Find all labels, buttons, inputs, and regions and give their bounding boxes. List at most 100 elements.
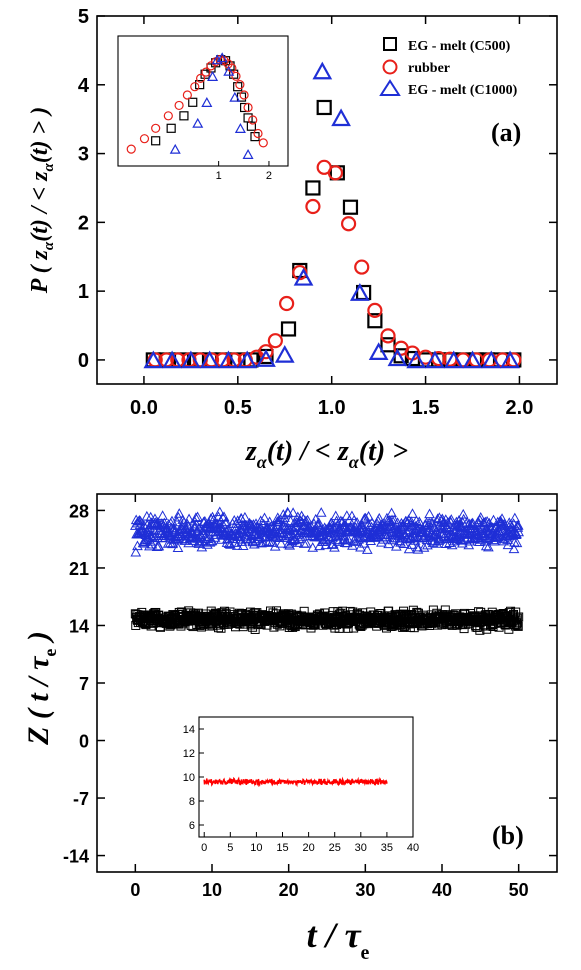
data-point-square xyxy=(240,102,250,113)
data-point-triangle xyxy=(300,537,312,548)
x-tick-label: 20 xyxy=(279,880,299,900)
inset-x-tick-label: 25 xyxy=(329,842,341,854)
data-point-triangle xyxy=(356,525,368,535)
inset-y-tick-label: 14 xyxy=(183,724,195,736)
data-point-triangle xyxy=(207,511,218,522)
data-point-triangle xyxy=(197,528,209,539)
data-point-triangle xyxy=(300,515,312,526)
y-tick-label: 7 xyxy=(79,674,89,694)
data-point-triangle xyxy=(509,512,521,523)
data-point-triangle xyxy=(286,535,298,545)
data-point-triangle xyxy=(307,542,319,552)
data-point-circle xyxy=(248,115,258,125)
data-point-triangle xyxy=(183,513,195,524)
data-point-triangle xyxy=(512,522,524,532)
data-point-triangle xyxy=(342,533,354,544)
legend-label-c1000: EG - melt (C1000) xyxy=(408,83,518,98)
data-point-triangle xyxy=(440,538,452,548)
data-point-triangle xyxy=(462,350,483,369)
data-point-triangle xyxy=(276,526,287,537)
data-point-triangle xyxy=(329,541,340,552)
data-point-triangle xyxy=(481,515,493,526)
data-point-circle xyxy=(367,302,383,318)
panel-a-label: (a) xyxy=(491,118,521,147)
data-point-circle xyxy=(126,144,136,154)
x-tick-label: 40 xyxy=(432,880,452,900)
data-point-triangle xyxy=(153,540,165,551)
data-point-square xyxy=(195,80,205,90)
data-point-triangle xyxy=(205,513,217,523)
data-point-triangle xyxy=(361,544,373,554)
legend-label-rubber: rubber xyxy=(408,61,450,76)
data-point-triangle xyxy=(375,524,386,535)
data-point-triangle xyxy=(232,515,244,525)
panel-b-series xyxy=(129,506,525,635)
data-point-triangle xyxy=(144,540,155,551)
data-point-triangle xyxy=(483,541,494,552)
legend-triangle-marker xyxy=(379,79,401,96)
y-tick-label: 1 xyxy=(78,281,89,303)
data-point-triangle xyxy=(406,350,427,369)
data-point-circle xyxy=(151,123,161,133)
data-point-triangle xyxy=(349,283,370,301)
panel-a-series xyxy=(143,61,522,369)
panel-b-inset-frame xyxy=(198,716,414,838)
data-point-triangle xyxy=(266,537,278,547)
data-point-triangle xyxy=(331,108,351,127)
data-point-triangle xyxy=(171,533,183,543)
inset-x-tick-label: 5 xyxy=(227,842,233,854)
data-point-triangle xyxy=(312,61,333,80)
data-point-triangle xyxy=(511,537,523,548)
data-point-circle xyxy=(139,134,150,144)
data-point-triangle xyxy=(313,517,325,527)
data-point-square xyxy=(250,132,260,142)
data-point-triangle xyxy=(488,514,499,525)
panel-b-y-ticks: 28 21 14 7 0 -7 -14 xyxy=(63,501,557,867)
data-point-square xyxy=(367,313,383,329)
data-point-square xyxy=(151,136,161,146)
panel-a-x-ticks: 0.0 0.5 1.0 1.5 2.0 xyxy=(130,16,533,419)
x-tick-label: 0 xyxy=(130,880,140,900)
data-point-circle xyxy=(354,259,370,275)
data-point-triangle xyxy=(220,516,232,526)
data-point-triangle xyxy=(478,517,490,528)
data-point-triangle xyxy=(287,507,299,517)
inset-x-tick-label: 0 xyxy=(201,842,207,854)
panel-a-y-axis-title: P ( zα(t) / < zα(t) > ) xyxy=(27,107,57,294)
data-point-triangle xyxy=(412,541,423,552)
data-point-triangle xyxy=(130,514,142,525)
y-tick-label: 0 xyxy=(79,732,89,752)
data-point-triangle xyxy=(443,350,464,369)
data-point-triangle xyxy=(479,530,490,540)
x-tick-label: 30 xyxy=(355,880,375,900)
data-point-triangle xyxy=(162,350,182,369)
data-point-triangle xyxy=(169,143,181,154)
inset-x-tick-label: 2 xyxy=(266,170,272,182)
data-point-triangle xyxy=(425,350,445,369)
data-point-square xyxy=(233,82,243,92)
x-tick-label: 0.0 xyxy=(130,397,158,419)
data-point-triangle xyxy=(363,511,374,521)
data-point-circle xyxy=(174,100,184,111)
data-point-triangle xyxy=(396,517,407,528)
inset-x-tick-label: 20 xyxy=(302,842,314,854)
data-point-circle xyxy=(380,328,396,344)
inset-y-tick-label: 6 xyxy=(189,820,195,832)
data-point-triangle xyxy=(237,540,249,551)
y-tick-label: -7 xyxy=(73,789,89,809)
data-point-triangle xyxy=(223,65,235,76)
data-point-circle xyxy=(201,67,211,77)
data-point-triangle xyxy=(246,519,258,530)
data-point-triangle xyxy=(206,535,218,546)
data-point-triangle xyxy=(513,526,525,537)
data-point-triangle xyxy=(402,524,414,535)
data-point-triangle xyxy=(508,543,520,554)
data-point-triangle xyxy=(214,506,226,517)
data-point-triangle xyxy=(407,508,418,518)
data-point-triangle xyxy=(511,528,522,539)
data-point-square xyxy=(280,321,297,337)
y-tick-label: 4 xyxy=(78,75,90,97)
data-point-triangle xyxy=(168,522,180,533)
y-tick-label: 5 xyxy=(78,6,89,28)
